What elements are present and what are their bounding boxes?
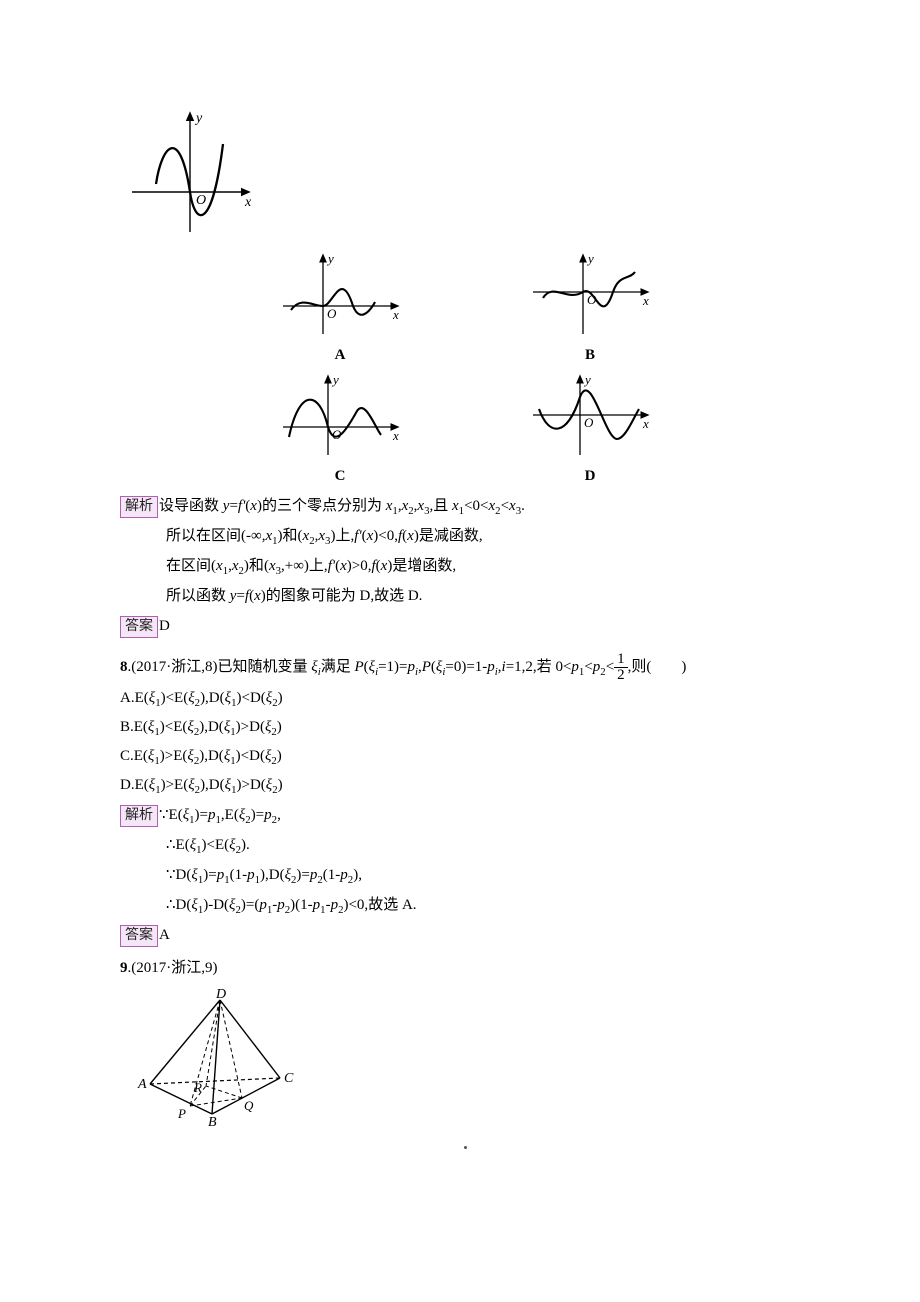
graph-option-c: O x y: [275, 369, 405, 461]
graph-option-a: O x y: [275, 248, 405, 340]
q8-stem: 8.(2017·浙江,8)已知随机变量 ξi满足 P(ξi=1)=pi,P(ξi…: [120, 652, 810, 683]
q8-jiexi-l2: ∴E(ξ1)<E(ξ2).: [120, 832, 810, 859]
svg-text:O: O: [584, 415, 594, 430]
q7-jiexi-line4: 所以函数 y=f(x)的图象可能为 D,故选 D.: [120, 583, 810, 610]
q8-option-c: C.E(ξ1)>E(ξ2),D(ξ1)<D(ξ2): [120, 743, 810, 770]
q8-option-a: A.E(ξ1)<E(ξ2),D(ξ1)<D(ξ2): [120, 685, 810, 712]
daan-box: 答案: [120, 616, 158, 638]
q7-jiexi-line3: 在区间(x1,x2)和(x3,+∞)上,f'(x)>0,f(x)是增函数,: [120, 553, 810, 580]
q8-option-b: B.E(ξ1)<E(ξ2),D(ξ1)>D(ξ2): [120, 714, 810, 741]
svg-text:y: y: [326, 251, 334, 266]
svg-text:O: O: [332, 427, 342, 442]
graph-fprime: O x y: [120, 104, 260, 244]
svg-text:R: R: [193, 1080, 202, 1095]
tetrahedron-diagram: D A C B P Q R: [120, 986, 310, 1126]
svg-text:Q: Q: [244, 1098, 254, 1113]
q7-jiexi-line2: 所以在区间(-∞,x1)和(x2,x3)上,f'(x)<0,f(x)是减函数,: [120, 523, 810, 550]
origin-label: O: [196, 193, 206, 208]
graph-option-d: O x y: [525, 369, 655, 461]
page-center-marker: [120, 1134, 810, 1161]
svg-text:x: x: [392, 428, 399, 443]
svg-text:x: x: [642, 293, 649, 308]
q9-stem: 9.(2017·浙江,9): [120, 955, 810, 982]
q8-jiexi-l4: ∴D(ξ1)-D(ξ2)=(p1-p2)(1-p1-p2)<0,故选 A.: [120, 892, 810, 919]
svg-text:B: B: [208, 1115, 217, 1126]
svg-text:O: O: [587, 292, 597, 307]
figure-row-cd: O x y C O x y D: [120, 369, 810, 490]
y-axis-label: y: [194, 111, 203, 126]
jiexi-box: 解析: [120, 496, 158, 518]
jiexi-box: 解析: [120, 805, 158, 827]
svg-text:x: x: [392, 307, 399, 322]
option-label-b: B: [585, 342, 595, 369]
svg-text:x: x: [642, 416, 649, 431]
option-label-d: D: [585, 463, 596, 490]
option-label-a: A: [335, 342, 346, 369]
graph-option-b: O x y: [525, 248, 655, 340]
q7-answer: 答案D: [120, 613, 810, 640]
q8-jiexi-l3: ∵D(ξ1)=p1(1-p1),D(ξ2)=p2(1-p2),: [120, 862, 810, 889]
svg-text:y: y: [583, 372, 591, 387]
svg-text:O: O: [327, 306, 337, 321]
q8-option-d: D.E(ξ1)>E(ξ2),D(ξ1)>D(ξ2): [120, 772, 810, 799]
svg-text:A: A: [137, 1077, 147, 1092]
q8-jiexi-l1: 解析∵E(ξ1)=p1,E(ξ2)=p2,: [120, 802, 810, 829]
q7-jiexi-line1: 解析设导函数 y=f'(x)的三个零点分别为 x1,x2,x3,且 x1<0<x…: [120, 493, 810, 520]
svg-text:y: y: [331, 372, 339, 387]
q8-answer: 答案A: [120, 922, 810, 949]
svg-text:P: P: [177, 1106, 186, 1121]
option-label-c: C: [335, 463, 346, 490]
x-axis-label: x: [244, 195, 252, 210]
q9-figure: D A C B P Q R: [120, 986, 810, 1126]
svg-text:D: D: [215, 987, 226, 1002]
svg-text:C: C: [284, 1071, 294, 1086]
figure-row-ab: O x y A O x y B: [120, 248, 810, 369]
svg-text:y: y: [586, 251, 594, 266]
figure-top: O x y: [120, 104, 810, 244]
daan-box: 答案: [120, 925, 158, 947]
